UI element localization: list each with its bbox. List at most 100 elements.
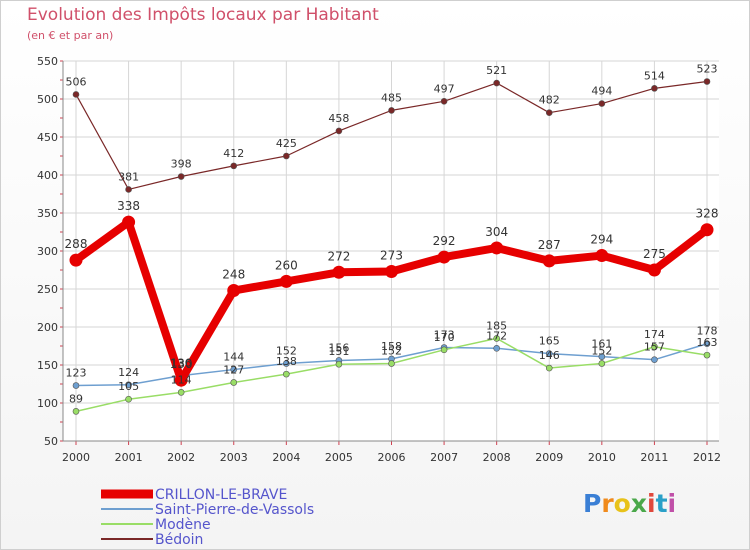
data-point <box>490 241 504 255</box>
x-tick-label: 2004 <box>272 451 300 464</box>
y-tick-label: 500 <box>37 93 58 106</box>
data-point <box>174 373 188 387</box>
data-label: 248 <box>222 268 245 282</box>
x-tick-label: 2001 <box>115 451 143 464</box>
data-point <box>493 344 500 352</box>
data-label: 412 <box>223 147 244 160</box>
data-point <box>283 360 290 367</box>
data-label: 105 <box>118 380 139 393</box>
data-label: 114 <box>171 373 192 386</box>
data-label: 523 <box>697 63 718 76</box>
data-point <box>703 340 711 348</box>
data-label: 161 <box>591 338 612 351</box>
y-tick-label: 400 <box>37 169 58 182</box>
y-tick-label: 100 <box>37 397 58 410</box>
data-label: 170 <box>434 331 455 344</box>
chart-subtitle: (en € et par an) <box>27 29 114 42</box>
data-label: 485 <box>381 91 402 104</box>
data-point <box>545 109 553 116</box>
y-tick-label: 250 <box>37 283 58 296</box>
data-point <box>545 350 553 357</box>
data-point <box>388 360 395 367</box>
data-label: 173 <box>434 329 455 342</box>
data-label: 288 <box>65 237 88 251</box>
data-label: 146 <box>539 349 560 362</box>
data-label: 124 <box>118 366 139 379</box>
data-label: 272 <box>327 249 350 263</box>
data-label: 273 <box>380 249 403 263</box>
legend-label: Saint-Pierre-de-Vassols <box>155 502 314 518</box>
x-tick-label: 2006 <box>378 451 406 464</box>
data-point <box>703 351 711 359</box>
data-label: 514 <box>644 69 665 82</box>
data-label: 123 <box>66 367 87 380</box>
data-label: 157 <box>644 341 665 354</box>
data-label: 165 <box>539 335 560 348</box>
data-label: 275 <box>643 247 666 261</box>
data-point <box>647 263 661 277</box>
data-label: 521 <box>486 64 507 77</box>
data-point <box>437 250 451 264</box>
logo-letter: t <box>655 489 668 518</box>
data-label: 458 <box>328 112 349 125</box>
data-point <box>227 284 241 298</box>
legend: CRILLON-LE-BRAVESaint-Pierre-de-VassolsM… <box>101 487 314 548</box>
data-label: 130 <box>170 357 193 371</box>
data-label: 328 <box>696 207 719 221</box>
data-point <box>335 127 343 135</box>
legend-label: Modène <box>155 517 211 533</box>
legend-label: CRILLON-LE-BRAVE <box>155 487 287 503</box>
data-point <box>72 408 80 415</box>
y-tick-label: 150 <box>37 359 58 372</box>
data-point <box>598 360 606 367</box>
logo-letter: r <box>601 489 614 518</box>
data-point <box>283 370 290 378</box>
data-label: 178 <box>697 325 718 338</box>
data-label: 152 <box>276 344 297 357</box>
data-label: 185 <box>486 319 507 332</box>
y-tick-label: 550 <box>37 55 58 68</box>
data-point <box>598 353 606 360</box>
data-point <box>651 343 658 351</box>
data-point <box>230 162 238 170</box>
data-point <box>125 395 132 403</box>
data-point <box>440 346 448 354</box>
y-tick-label: 200 <box>37 321 58 334</box>
data-point <box>72 382 80 389</box>
data-label: 158 <box>381 340 402 353</box>
data-point <box>703 78 711 85</box>
data-label: 398 <box>171 158 192 171</box>
data-point <box>125 186 132 193</box>
data-point <box>332 265 346 279</box>
logo-letter: i <box>667 489 677 518</box>
logo-letter: x <box>630 489 647 518</box>
data-point <box>230 366 238 373</box>
data-point <box>700 223 714 237</box>
x-tick-label: 2011 <box>640 451 668 464</box>
x-tick-label: 2012 <box>693 451 721 464</box>
x-tick-label: 2010 <box>588 451 616 464</box>
data-label: 172 <box>486 329 507 342</box>
data-point <box>493 335 500 342</box>
data-label: 294 <box>590 233 613 247</box>
data-point <box>388 107 395 114</box>
data-point <box>177 389 185 396</box>
data-point <box>651 85 658 92</box>
data-point <box>598 100 606 107</box>
x-tick-label: 2008 <box>483 451 511 464</box>
data-label: 144 <box>223 351 244 364</box>
data-label: 287 <box>538 238 561 252</box>
data-label: 506 <box>66 75 87 88</box>
x-tick-label: 2007 <box>430 451 458 464</box>
logo-letter: o <box>613 489 631 518</box>
data-label: 136 <box>171 357 192 370</box>
data-label: 381 <box>118 170 139 183</box>
data-label: 482 <box>539 94 560 107</box>
series-2 <box>72 335 711 415</box>
data-point <box>230 379 238 386</box>
data-label: 152 <box>591 344 612 357</box>
data-label: 138 <box>276 355 297 368</box>
data-label: 89 <box>69 392 83 405</box>
data-label: 304 <box>485 225 508 239</box>
